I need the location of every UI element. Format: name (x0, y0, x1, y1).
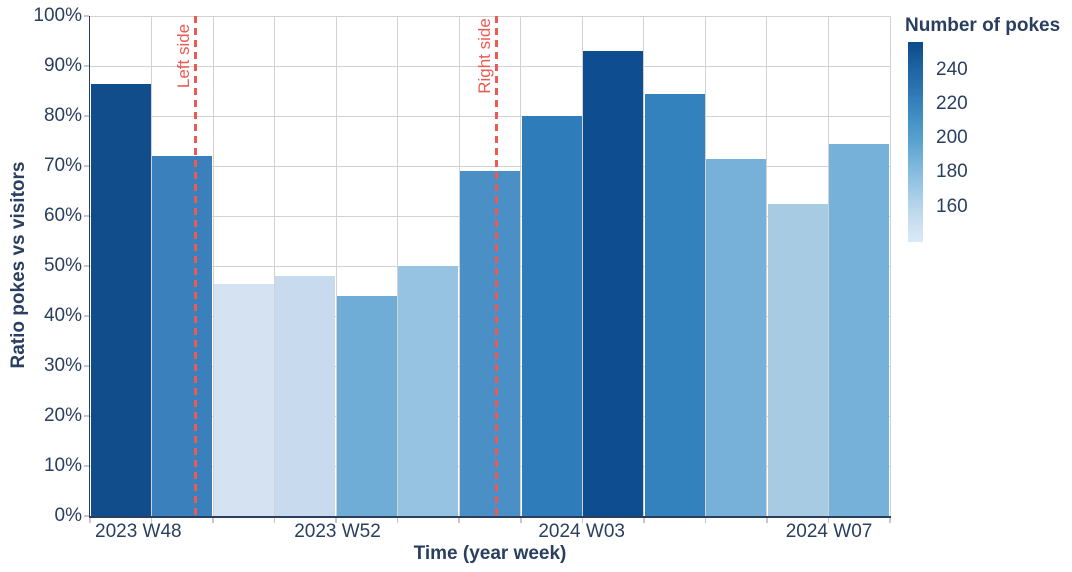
v-gridline (212, 16, 214, 516)
y-tick-mark (84, 165, 89, 167)
y-tick-mark (84, 465, 89, 467)
y-tick-mark (84, 265, 89, 267)
x-tick-mark (89, 517, 91, 523)
v-gridline (766, 16, 768, 516)
x-tick-mark (766, 517, 768, 523)
v-gridline (827, 16, 829, 516)
colorbar-tick-label: 220 (936, 93, 968, 114)
bar[interactable] (460, 171, 520, 516)
bar[interactable] (398, 266, 459, 516)
bar[interactable] (706, 158, 767, 516)
v-gridline (458, 16, 460, 516)
y-tick-mark (84, 515, 89, 517)
bar[interactable] (644, 93, 705, 516)
x-tick-label: 2023 W48 (95, 521, 182, 542)
bar[interactable] (213, 283, 274, 516)
x-tick-mark (458, 517, 460, 523)
annotation-label: Left side (173, 23, 193, 89)
h-gridline (90, 165, 890, 167)
v-gridline (397, 16, 399, 516)
y-tick-label: 0% (54, 505, 82, 526)
y-tick-mark (84, 415, 89, 417)
y-tick-label: 100% (33, 5, 82, 26)
x-tick-mark (273, 517, 276, 523)
h-gridline (90, 65, 890, 67)
bar[interactable] (829, 143, 890, 516)
bar[interactable] (767, 203, 828, 516)
v-gridline (643, 16, 645, 516)
y-tick-label: 60% (43, 205, 82, 226)
bar[interactable] (336, 296, 397, 516)
y-tick-label: 10% (43, 455, 82, 476)
x-tick-mark (212, 517, 214, 523)
y-tick-mark (84, 215, 89, 217)
bar[interactable] (583, 51, 644, 516)
x-tick-mark (704, 517, 707, 523)
v-gridline (889, 16, 891, 516)
x-axis-title: Time (year week) (413, 543, 567, 564)
y-tick-label: 30% (43, 355, 82, 376)
x-tick-mark (827, 517, 830, 523)
x-tick-mark (150, 517, 153, 523)
v-gridline (274, 16, 276, 516)
annotation-dashed-line (194, 16, 197, 516)
h-gridline (90, 115, 890, 117)
x-axis-line (88, 516, 891, 518)
colorbar-tick-label: 160 (936, 196, 968, 217)
x-tick-mark (581, 517, 584, 523)
h-gridline (90, 15, 890, 17)
y-tick-label: 20% (43, 405, 82, 426)
colorbar-gradient (908, 42, 923, 242)
colorbar-tick-label: 180 (936, 161, 968, 182)
y-tick-label: 70% (43, 155, 82, 176)
x-tick-label: 2024 W07 (785, 521, 873, 542)
v-gridline (581, 16, 583, 516)
plot-area: Left side Right side (90, 15, 891, 516)
y-tick-mark (84, 315, 89, 317)
v-gridline (335, 16, 337, 516)
x-tick-label: 2023 W52 (294, 521, 381, 542)
y-tick-mark (84, 15, 89, 17)
bar[interactable] (521, 116, 582, 516)
y-tick-label: 50% (43, 255, 82, 276)
x-tick-mark (335, 517, 337, 523)
v-gridline (704, 16, 706, 516)
colorbar-tick-label: 240 (936, 59, 968, 80)
v-gridline (520, 16, 522, 516)
y-tick-mark (84, 115, 89, 117)
colorbar-tick-label: 200 (936, 127, 968, 148)
y-axis-line (88, 16, 90, 517)
y-tick-mark (84, 65, 89, 67)
x-tick-label: 2024 W03 (538, 521, 625, 542)
y-tick-mark (84, 365, 89, 367)
bar[interactable] (275, 276, 336, 516)
y-tick-label: 80% (43, 105, 82, 126)
annotation-label: Right side (474, 18, 494, 94)
annotation-dashed-line (495, 16, 498, 516)
x-tick-mark (396, 517, 399, 523)
bar[interactable] (90, 83, 151, 516)
x-tick-mark (889, 517, 891, 523)
colorbar-title: Number of pokes (905, 15, 1061, 36)
x-tick-mark (643, 517, 645, 523)
x-tick-mark (520, 517, 522, 523)
y-tick-label: 90% (43, 55, 82, 76)
bar[interactable] (152, 156, 213, 516)
v-gridline (151, 16, 153, 516)
y-tick-label: 40% (43, 305, 82, 326)
